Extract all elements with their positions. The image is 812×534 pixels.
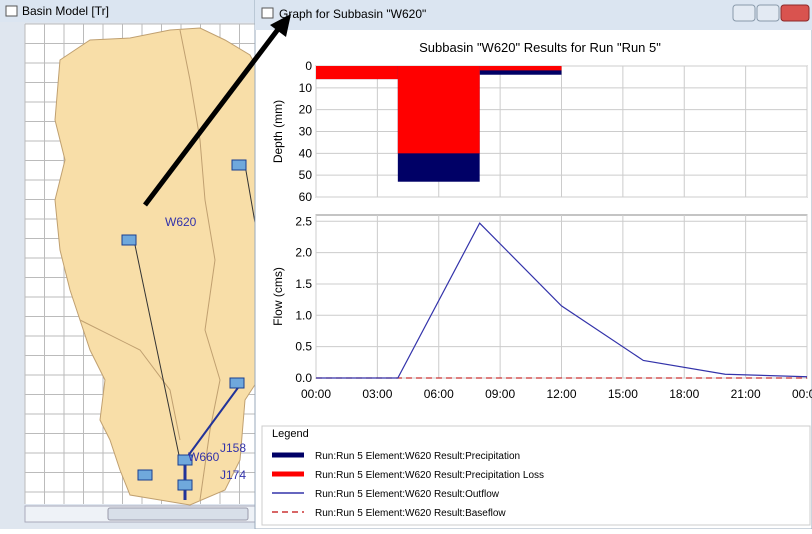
element-label: W620 <box>165 215 197 229</box>
legend-entry: Run:Run 5 Element:W620 Result:Precipitat… <box>315 470 544 481</box>
x-tick-label: 00:00 <box>792 387 812 401</box>
y-tick-label: 60 <box>299 190 313 204</box>
x-tick-label: 15:00 <box>608 387 638 401</box>
legend-entry: Run:Run 5 Element:W620 Result:Precipitat… <box>315 451 520 462</box>
element-label: J174 <box>220 468 246 482</box>
close-button[interactable] <box>781 5 809 21</box>
y-tick-label: 2.5 <box>295 214 312 228</box>
window-icon <box>262 8 273 18</box>
x-tick-label: 00:00 <box>301 387 331 401</box>
legend-title: Legend <box>272 428 309 440</box>
subbasin-icon <box>232 160 246 170</box>
legend-entry: Run:Run 5 Element:W620 Result:Baseflow <box>315 508 506 519</box>
chart-title: Subbasin "W620" Results for Run "Run 5" <box>419 40 661 55</box>
y-tick-label: 0 <box>305 59 312 73</box>
y-axis-label: Depth (mm) <box>271 100 285 163</box>
subbasin-icon <box>122 235 136 245</box>
y-tick-label: 20 <box>299 103 313 117</box>
y-tick-label: 1.0 <box>295 308 312 322</box>
element-label: J158 <box>220 441 246 455</box>
minimize-button[interactable] <box>733 5 755 21</box>
basin-title: Basin Model [Tr] <box>22 4 109 18</box>
y-tick-label: 10 <box>299 81 313 95</box>
y-tick-label: 0.0 <box>295 371 312 385</box>
graph-title: Graph for Subbasin "W620" <box>279 7 426 21</box>
x-tick-label: 09:00 <box>485 387 515 401</box>
subbasin-icon <box>230 378 244 388</box>
x-tick-label: 18:00 <box>669 387 699 401</box>
y-tick-label: 0.5 <box>295 340 312 354</box>
maximize-button[interactable] <box>757 5 779 21</box>
bar <box>316 66 398 79</box>
y-tick-label: 40 <box>299 146 313 160</box>
y-tick-label: 50 <box>299 168 313 182</box>
y-tick-label: 30 <box>299 125 313 139</box>
x-tick-label: 06:00 <box>424 387 454 401</box>
element-label: W660 <box>188 450 220 464</box>
window-icon <box>6 6 17 16</box>
page: {"basin_window": {"title": "Basin Model … <box>0 0 812 529</box>
x-tick-label: 03:00 <box>362 387 392 401</box>
charts: 0 10 20 30 40 50 60 Depth (mm) 0.0 0.5 1.0 1.5 2.0 2.… <box>271 59 812 401</box>
y-tick-label: 2.0 <box>295 246 312 260</box>
subbasin-icon <box>138 470 152 480</box>
junction-icon <box>178 480 192 490</box>
legend-entry: Run:Run 5 Element:W620 Result:Outflow <box>315 489 500 500</box>
bar <box>480 66 562 70</box>
x-tick-label: 12:00 <box>546 387 576 401</box>
screen: Basin Model [Tr] W620 W660 J158 J174 Gra… <box>0 0 812 529</box>
bar <box>398 66 480 153</box>
y-axis-label: Flow (cms) <box>271 267 285 326</box>
scroll-thumb[interactable] <box>108 508 248 520</box>
x-tick-label: 21:00 <box>731 387 761 401</box>
y-tick-label: 1.5 <box>295 277 312 291</box>
